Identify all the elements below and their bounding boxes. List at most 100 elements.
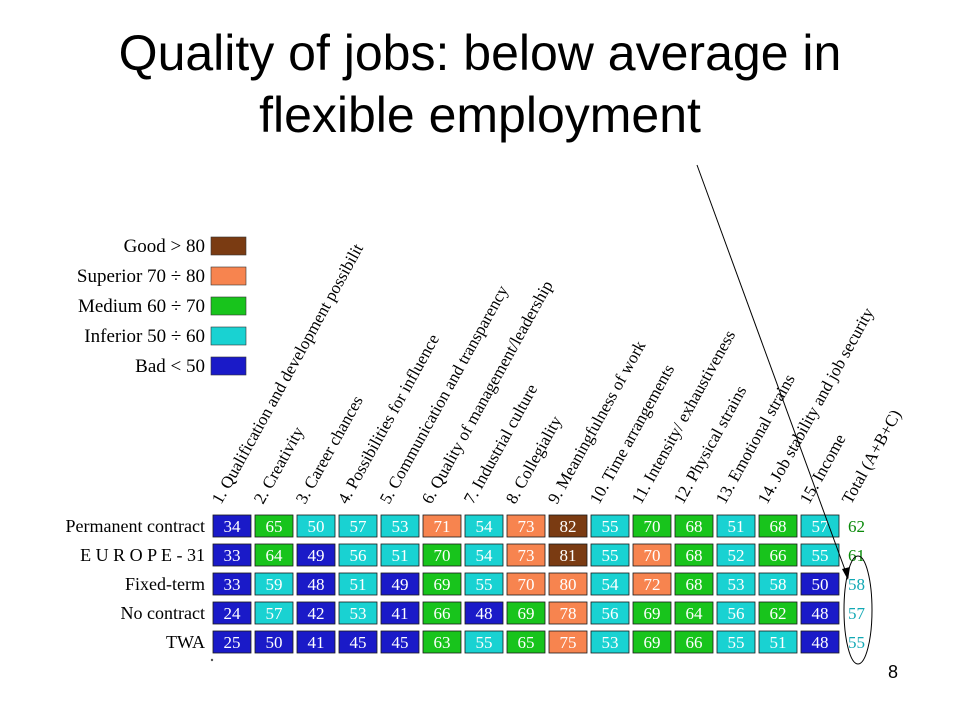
- cell-value: 64: [266, 546, 284, 565]
- row-labels: Permanent contract E U R O P E - 31 Fixed-…: [66, 516, 205, 652]
- total-value: 55: [848, 633, 865, 652]
- heatmap-cell: [674, 601, 714, 625]
- slide-title: Quality of jobs: below average in flexib…: [0, 22, 960, 146]
- heatmap-cell: [422, 572, 462, 596]
- cell-value: 55: [728, 633, 745, 652]
- heatmap-cell: [590, 630, 630, 654]
- heatmap-cell: [254, 630, 294, 654]
- heatmap-cell: [212, 543, 252, 567]
- legend-label-superior: Superior 70 ÷ 80: [77, 266, 205, 287]
- cell-value: 59: [266, 575, 283, 594]
- cell-value: 68: [686, 575, 703, 594]
- cell-value: 55: [602, 517, 619, 536]
- cell-value: 72: [644, 575, 661, 594]
- cell-value: 53: [350, 604, 367, 623]
- heatmap-cell: [338, 630, 378, 654]
- legend-label-bad: Bad < 50: [135, 356, 205, 377]
- cell-value: 57: [812, 517, 830, 536]
- heatmap-cell: [716, 514, 756, 538]
- heatmap-cell: [422, 514, 462, 538]
- cell-value: 70: [518, 575, 535, 594]
- heatmap-cell: [632, 543, 672, 567]
- heatmap-cell: [338, 514, 378, 538]
- heatmap-cell: [338, 572, 378, 596]
- total-value: 57: [848, 604, 866, 623]
- heatmap-cell: [632, 572, 672, 596]
- cell-value: 48: [308, 575, 325, 594]
- heatmap-cell: [716, 630, 756, 654]
- cell-value: 51: [770, 633, 787, 652]
- cell-value: 56: [350, 546, 367, 565]
- heatmap-cell: [296, 630, 336, 654]
- cell-value: 48: [476, 604, 493, 623]
- cell-value: 68: [686, 546, 703, 565]
- cell-value: 65: [266, 517, 283, 536]
- heatmap-cell: [464, 514, 504, 538]
- cell-value: 73: [518, 517, 535, 536]
- cell-value: 66: [686, 633, 703, 652]
- cell-value: 73: [518, 546, 535, 565]
- heatmap-cell: [380, 630, 420, 654]
- heatmap-cell: [380, 601, 420, 625]
- heatmap-cell: [296, 543, 336, 567]
- column-headers: 1. Qualification and development possibi…: [208, 240, 905, 507]
- cell-value: 49: [392, 575, 409, 594]
- highlight-ellipse: [843, 555, 873, 665]
- heatmap-cell: [296, 572, 336, 596]
- cell-value: 50: [266, 633, 283, 652]
- legend-swatch-medium: [210, 296, 247, 316]
- heatmap-cell: [380, 543, 420, 567]
- heatmap-cell: [506, 630, 546, 654]
- cell-value: 50: [308, 517, 325, 536]
- heatmap-cell: [212, 630, 252, 654]
- legend-swatch-good: [210, 236, 247, 256]
- legend-swatch-superior: [210, 266, 247, 286]
- heatmap-cell: [338, 601, 378, 625]
- cell-value: 53: [728, 575, 745, 594]
- cell-value: 70: [644, 517, 661, 536]
- total-value: 61: [848, 546, 865, 565]
- cell-value: 33: [224, 575, 241, 594]
- cell-value: 54: [476, 517, 494, 536]
- cell-value: 58: [770, 575, 787, 594]
- heatmap-cell: [254, 514, 294, 538]
- heatmap-cell: [800, 543, 840, 567]
- heatmap-cell: [506, 514, 546, 538]
- heatmap-cell: [548, 514, 588, 538]
- legend-label-inferior: Inferior 50 ÷ 60: [84, 326, 205, 347]
- title-line-2: flexible employment: [259, 87, 701, 143]
- heatmap-cell: [800, 572, 840, 596]
- legend-label-medium: Medium 60 ÷ 70: [78, 296, 205, 317]
- heatmap-cell: [590, 514, 630, 538]
- cell-value: 68: [770, 517, 787, 536]
- heatmap-cell: [548, 543, 588, 567]
- row-label-3: Fixed-term: [125, 574, 205, 594]
- heatmap-cell: [422, 543, 462, 567]
- heatmap-cell: [464, 543, 504, 567]
- heatmap-cell: [422, 601, 462, 625]
- cell-value: 53: [392, 517, 409, 536]
- cell-value: 70: [434, 546, 451, 565]
- row-label-2: E U R O P E - 31: [80, 545, 205, 565]
- cell-value: 51: [728, 517, 745, 536]
- heatmap-cell: [716, 543, 756, 567]
- heatmap-cell: [380, 572, 420, 596]
- heatmap-cell: [758, 601, 798, 625]
- cell-value: 75: [560, 633, 577, 652]
- heatmap-cell: [296, 514, 336, 538]
- cell-value: 63: [434, 633, 451, 652]
- dot-marker: [210, 658, 214, 662]
- cell-value: 56: [602, 604, 619, 623]
- annotation-arrowhead: [842, 567, 850, 580]
- cell-value: 62: [770, 604, 787, 623]
- heatmap-cell: [464, 572, 504, 596]
- cell-value: 56: [728, 604, 745, 623]
- heatmap-cell: [422, 630, 462, 654]
- heatmap-cell: [338, 543, 378, 567]
- legend-swatch-inferior: [210, 326, 247, 346]
- heatmap-cell: [674, 543, 714, 567]
- cell-value: 41: [392, 604, 409, 623]
- cell-value: 42: [308, 604, 325, 623]
- cell-value: 69: [434, 575, 451, 594]
- row-label-5: TWA: [166, 632, 205, 652]
